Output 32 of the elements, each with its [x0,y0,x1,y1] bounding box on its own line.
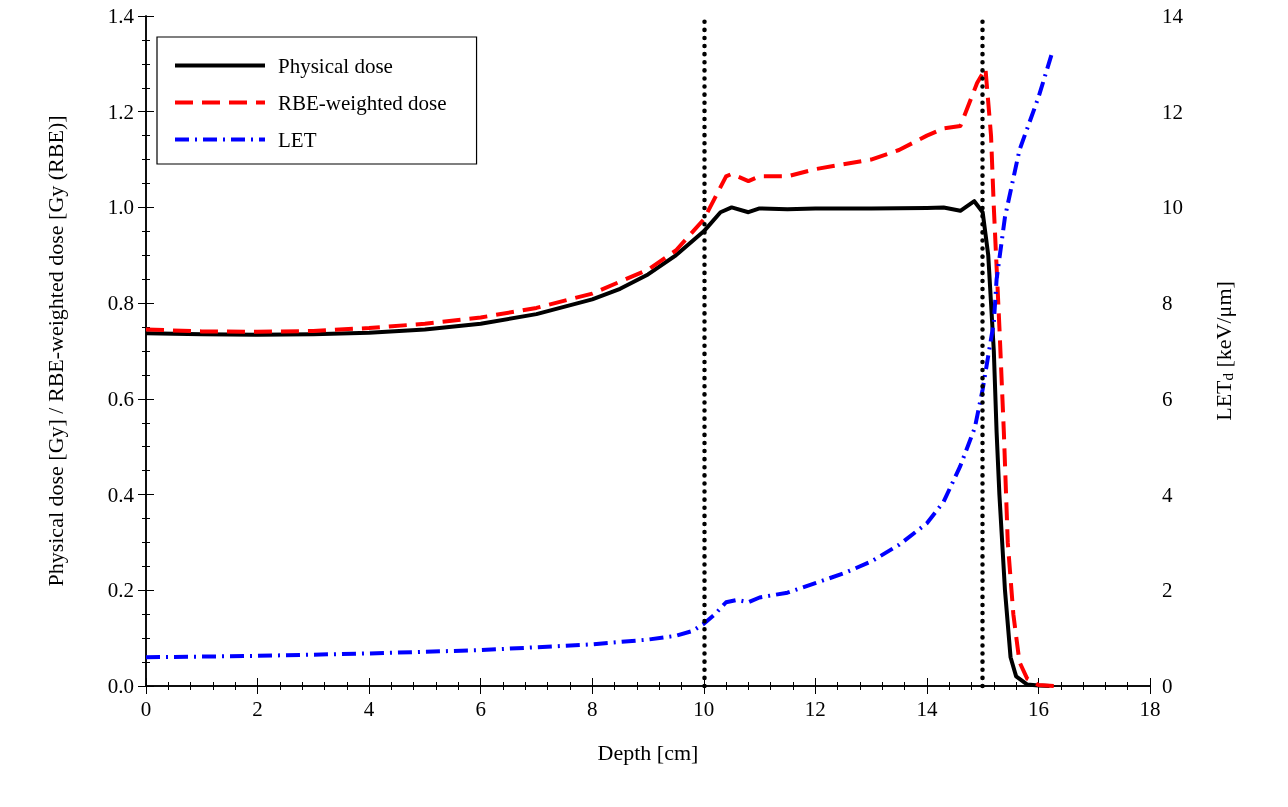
y2-tick-label: 2 [1162,578,1173,603]
y-tick-label: 1.0 [107,195,134,220]
x-tick-label: 18 [1139,696,1161,721]
x-tick-label: 2 [252,696,263,721]
y-tick-label: 0.8 [107,291,134,316]
legend-label: LET [278,127,317,152]
x-tick-label: 4 [363,696,375,721]
x-tick-label: 8 [586,696,598,721]
y2-axis-title: LETd [keV/μm] [1211,281,1236,421]
y2-tick-label: 0 [1162,674,1173,698]
legend-label: RBE-weighted dose [278,90,447,115]
x-axis-title: Depth [cm] [597,739,699,765]
y-tick-label: 0.0 [107,674,134,698]
x-tick-label: 10 [693,696,715,721]
legend-label: Physical dose [278,53,393,78]
y2-tick-label: 10 [1162,195,1183,220]
y-tick-label: 0.4 [107,482,135,507]
y-tick-label: 0.6 [107,386,134,411]
y-tick-label: 1.4 [107,4,135,28]
y2-tick-label: 6 [1162,386,1173,411]
y-tick-label: 0.2 [107,578,134,603]
x-tick-label: 6 [475,696,486,721]
y2-tick-label: 8 [1162,291,1173,316]
y2-tick-label: 12 [1162,99,1183,124]
y-tick-label: 1.2 [107,99,134,124]
x-tick-label: 12 [804,696,826,721]
y2-tick-label: 4 [1162,482,1173,507]
x-tick-label: 16 [1027,696,1049,721]
y2-tick-label: 14 [1162,4,1184,28]
x-tick-label: 0 [140,696,152,721]
x-tick-label: 14 [916,696,938,721]
y-axis-title: Physical dose [Gy] / RBE-weighted dose [Gy (RBE)] [42,115,68,587]
